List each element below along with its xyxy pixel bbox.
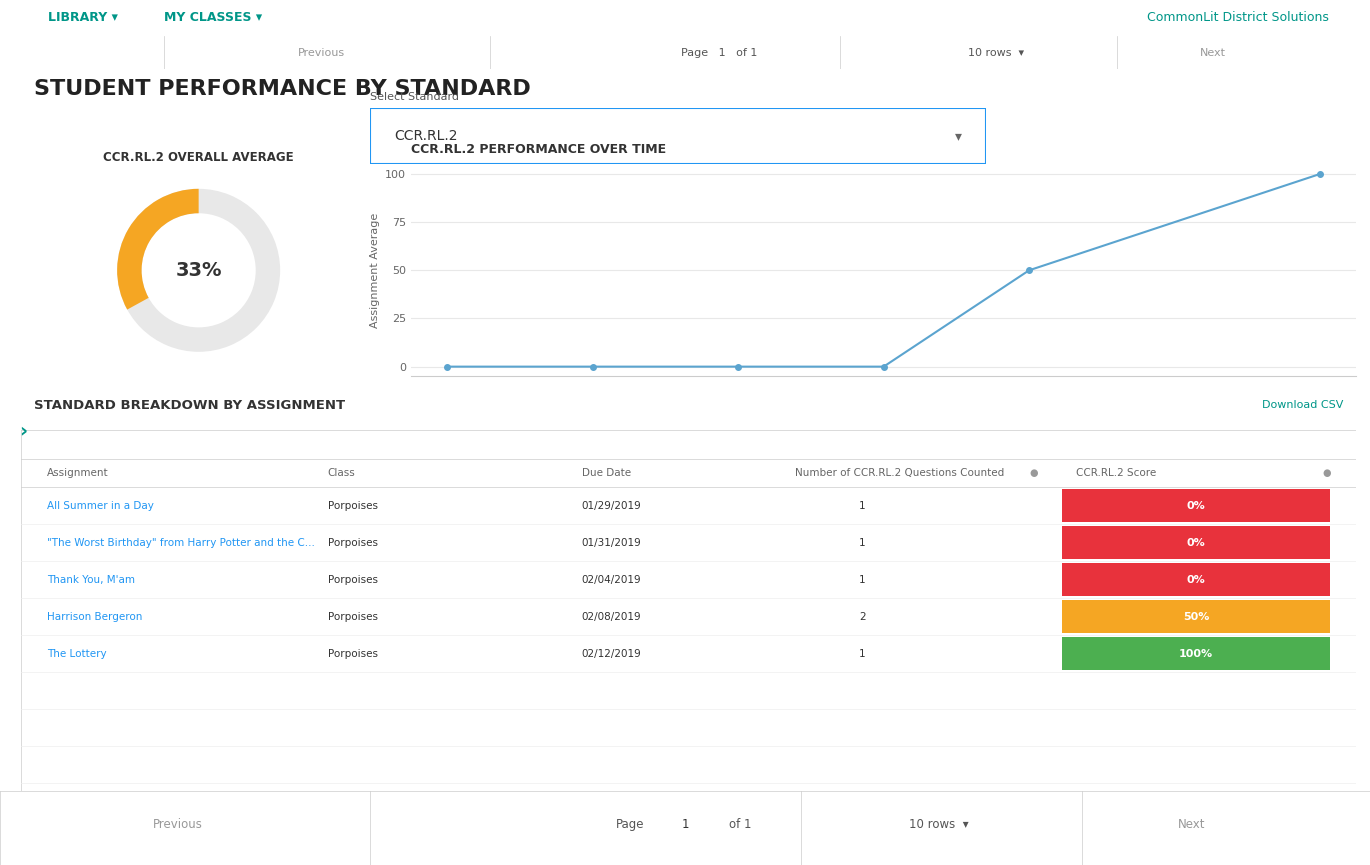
Text: Previous: Previous <box>297 48 345 58</box>
Text: CommonLit District Solutions: CommonLit District Solutions <box>1147 11 1329 24</box>
FancyBboxPatch shape <box>1062 490 1329 522</box>
Text: 33%: 33% <box>175 261 222 279</box>
Text: LIBRARY ▾: LIBRARY ▾ <box>48 11 118 24</box>
Text: Select Standard: Select Standard <box>370 92 459 102</box>
Text: Previous: Previous <box>153 818 203 831</box>
FancyBboxPatch shape <box>1062 638 1329 670</box>
FancyBboxPatch shape <box>21 381 1356 791</box>
Text: Filters: Filters <box>3 437 14 466</box>
Y-axis label: Assignment Average: Assignment Average <box>370 213 379 328</box>
Text: Harrison Bergeron: Harrison Bergeron <box>47 612 142 622</box>
Text: 02/12/2019: 02/12/2019 <box>581 649 641 659</box>
Text: Porpoises: Porpoises <box>327 575 378 585</box>
Text: Porpoises: Porpoises <box>327 649 378 659</box>
Text: Porpoises: Porpoises <box>327 612 378 622</box>
Text: 1: 1 <box>859 501 866 511</box>
Text: Page   1   of 1: Page 1 of 1 <box>681 48 758 58</box>
Text: 1: 1 <box>681 818 689 831</box>
X-axis label: Due Date: Due Date <box>858 397 910 407</box>
FancyBboxPatch shape <box>1062 563 1329 596</box>
Text: 2: 2 <box>859 612 866 622</box>
Text: The Lottery: The Lottery <box>47 649 107 659</box>
FancyBboxPatch shape <box>21 381 1356 430</box>
Wedge shape <box>118 189 199 310</box>
Text: of 1: of 1 <box>729 818 751 831</box>
Text: 0%: 0% <box>1186 538 1206 548</box>
Text: ›: › <box>19 421 27 439</box>
Text: Page: Page <box>616 818 644 831</box>
Text: Porpoises: Porpoises <box>327 538 378 548</box>
Text: 1: 1 <box>859 649 866 659</box>
Text: Assignment: Assignment <box>47 468 108 478</box>
Text: 100%: 100% <box>1180 649 1212 659</box>
Wedge shape <box>118 189 279 352</box>
Text: 01/29/2019: 01/29/2019 <box>581 501 641 511</box>
Text: STANDARD BREAKDOWN BY ASSIGNMENT: STANDARD BREAKDOWN BY ASSIGNMENT <box>34 399 345 412</box>
Text: Class: Class <box>327 468 356 478</box>
Text: Thank You, M'am: Thank You, M'am <box>47 575 136 585</box>
Text: CCR.RL.2: CCR.RL.2 <box>395 129 458 144</box>
Text: 50%: 50% <box>1182 612 1210 622</box>
Text: 01/31/2019: 01/31/2019 <box>581 538 641 548</box>
Text: Porpoises: Porpoises <box>327 501 378 511</box>
Text: "The Worst Birthday" from Harry Potter and the C...: "The Worst Birthday" from Harry Potter a… <box>47 538 315 548</box>
Text: Due Date: Due Date <box>581 468 630 478</box>
Text: All Summer in a Day: All Summer in a Day <box>47 501 155 511</box>
Text: Next: Next <box>1200 48 1226 58</box>
Text: ▾: ▾ <box>955 129 962 144</box>
Text: MY CLASSES ▾: MY CLASSES ▾ <box>164 11 263 24</box>
FancyBboxPatch shape <box>1062 527 1329 560</box>
Text: CCR.RL.2 PERFORMANCE OVER TIME: CCR.RL.2 PERFORMANCE OVER TIME <box>411 144 666 157</box>
Text: Download CSV: Download CSV <box>1262 400 1343 410</box>
Text: ●: ● <box>1323 468 1332 478</box>
Text: 1: 1 <box>859 538 866 548</box>
FancyBboxPatch shape <box>370 108 986 164</box>
Text: CCR.RL.2 Score: CCR.RL.2 Score <box>1075 468 1156 478</box>
Text: 1: 1 <box>859 575 866 585</box>
Text: 02/04/2019: 02/04/2019 <box>581 575 641 585</box>
FancyBboxPatch shape <box>1062 600 1329 633</box>
Text: CCR.RL.2 OVERALL AVERAGE: CCR.RL.2 OVERALL AVERAGE <box>103 151 295 164</box>
Text: STUDENT PERFORMANCE BY STANDARD: STUDENT PERFORMANCE BY STANDARD <box>34 79 530 99</box>
Text: Next: Next <box>1178 818 1206 831</box>
Text: 10 rows  ▾: 10 rows ▾ <box>969 48 1025 58</box>
Text: 0%: 0% <box>1186 501 1206 511</box>
Text: 10 rows  ▾: 10 rows ▾ <box>908 818 969 831</box>
Text: 0%: 0% <box>1186 575 1206 585</box>
Text: ●: ● <box>1029 468 1037 478</box>
Text: Number of CCR.RL.2 Questions Counted: Number of CCR.RL.2 Questions Counted <box>795 468 1004 478</box>
Text: 02/08/2019: 02/08/2019 <box>581 612 641 622</box>
